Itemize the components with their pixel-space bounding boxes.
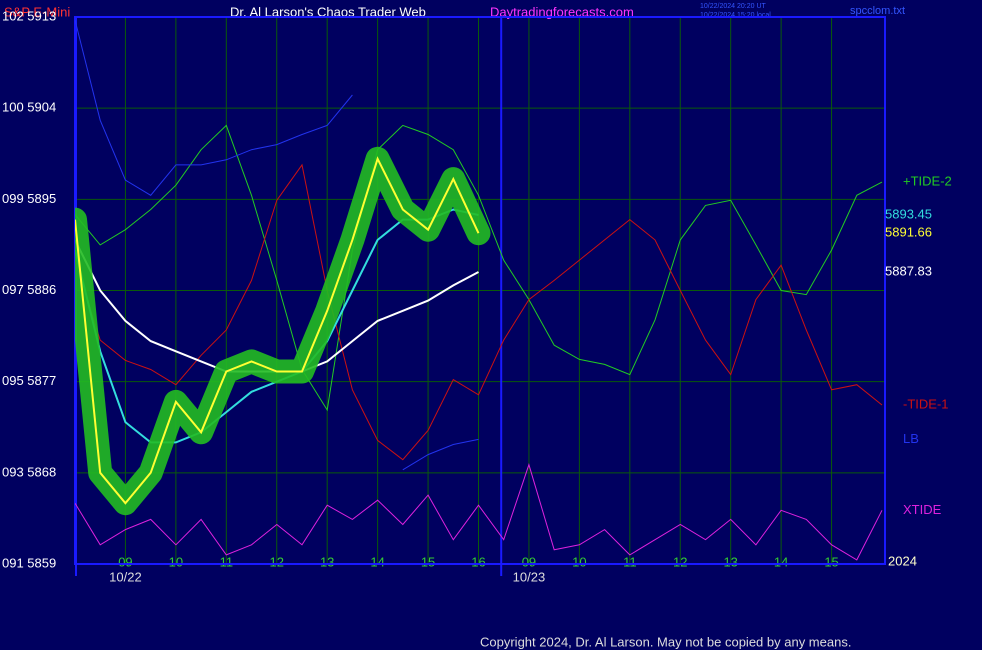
x-tick-label: 09 xyxy=(118,554,132,569)
year-label: 2024 xyxy=(888,553,917,568)
x-tick-label: 14 xyxy=(370,554,384,569)
date-label: 10/22 xyxy=(109,569,142,584)
x-tick-label: 10 xyxy=(572,554,586,569)
x-tick-label: 13 xyxy=(320,554,334,569)
series-line xyxy=(75,163,883,461)
date-label: 10/23 xyxy=(513,569,546,584)
x-tick-label: 13 xyxy=(723,554,737,569)
series-line xyxy=(75,124,883,412)
x-tick-label: 14 xyxy=(774,554,788,569)
legend-label: LB xyxy=(903,431,919,446)
series-line xyxy=(75,156,480,505)
series-line xyxy=(75,463,883,561)
time-local: 10/22/2024 15:20 local xyxy=(700,12,771,19)
y-tick-label: 095 5877 xyxy=(2,373,56,388)
x-tick-label: 12 xyxy=(270,554,284,569)
legend-label: +TIDE-2 xyxy=(903,174,952,189)
y-tick-label: 099 5895 xyxy=(2,191,56,206)
x-tick-label: 12 xyxy=(673,554,687,569)
site-url: Daytradingforecasts.com xyxy=(490,4,634,19)
x-tick-label: 11 xyxy=(220,554,234,569)
x-tick-label: 11 xyxy=(623,554,637,569)
x-tick-label: 15 xyxy=(421,554,435,569)
time-ut: 10/22/2024 20:20 UT xyxy=(700,3,766,10)
y-tick-label: 102 5913 xyxy=(2,8,56,23)
y-tick-label: 091 5859 xyxy=(2,555,56,570)
x-tick-label: 16 xyxy=(471,554,485,569)
copyright: Copyright 2024, Dr. Al Larson. May not b… xyxy=(480,634,851,649)
symbol: S&P E-Mini xyxy=(4,4,70,19)
x-tick-label: 10 xyxy=(169,554,183,569)
x-tick-label: 15 xyxy=(824,554,838,569)
y-tick-label: 093 5868 xyxy=(2,464,56,479)
file-name: spcclom.txt xyxy=(850,5,905,17)
value-label: 5893.45 xyxy=(885,206,932,221)
value-label: 5891.66 xyxy=(885,225,932,240)
legend-label: XTIDE xyxy=(903,502,942,517)
y-tick-label: 100 5904 xyxy=(2,100,56,115)
x-tick-label: 09 xyxy=(522,554,536,569)
y-tick-label: 097 5886 xyxy=(2,282,56,297)
series-line xyxy=(75,19,479,471)
site-title: Dr. Al Larson's Chaos Trader Web xyxy=(230,4,426,19)
value-label: 5887.83 xyxy=(885,263,932,278)
legend-label: -TIDE-1 xyxy=(903,396,949,411)
